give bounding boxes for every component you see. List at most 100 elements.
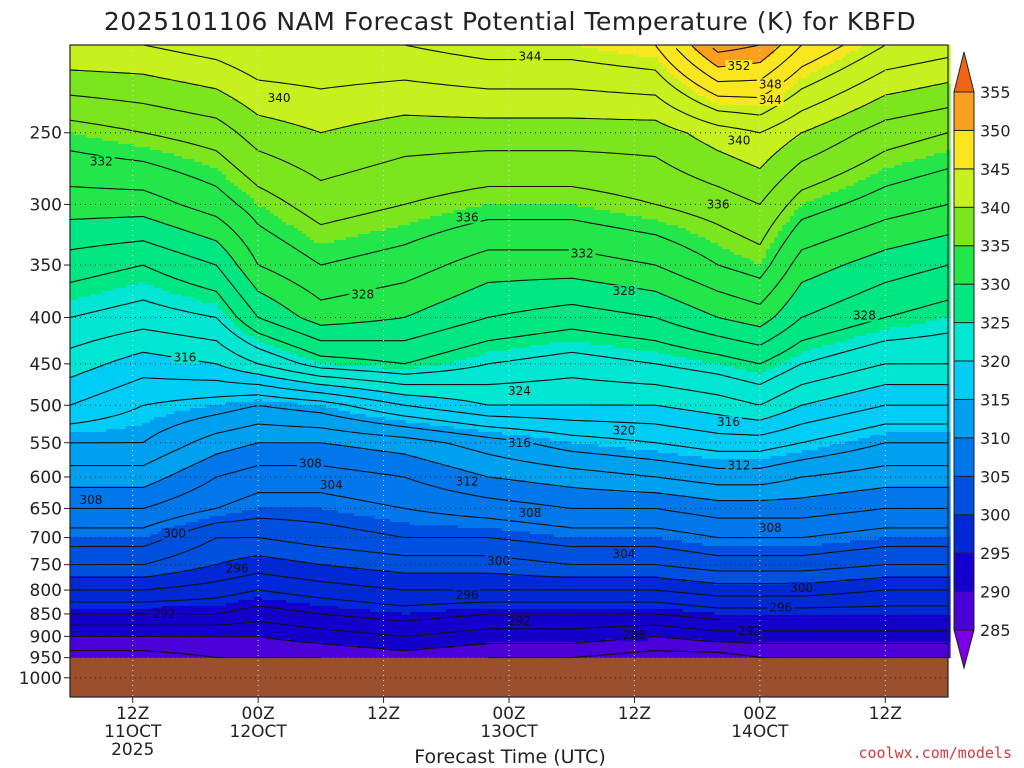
heatmap-cell [94, 81, 99, 85]
heatmap-cell [102, 465, 107, 469]
heatmap-cell [82, 66, 87, 70]
heatmap-cell [90, 447, 95, 451]
heatmap-cell [86, 261, 91, 265]
heatmap-cell [78, 381, 83, 385]
heatmap-cell [94, 360, 99, 364]
heatmap-cell [70, 381, 75, 385]
heatmap-cell [90, 387, 95, 391]
heatmap-cell [70, 468, 75, 472]
heatmap-cell [86, 84, 91, 88]
heatmap-cell [90, 561, 95, 565]
heatmap-cell [82, 438, 87, 442]
heatmap-cell [106, 357, 111, 361]
heatmap-cell [90, 222, 95, 226]
heatmap-cell [102, 60, 107, 64]
heatmap-cell [74, 621, 79, 625]
heatmap-cell [86, 306, 91, 310]
heatmap-cell [102, 543, 107, 547]
heatmap-cell [90, 558, 95, 562]
heatmap-cell [78, 132, 83, 136]
heatmap-cell [98, 456, 103, 460]
heatmap-cell [82, 162, 87, 166]
heatmap-cell [82, 48, 87, 52]
heatmap-cell [78, 273, 83, 277]
heatmap-cell [70, 327, 75, 331]
heatmap-cell [94, 192, 99, 196]
heatmap-cell [74, 96, 79, 100]
heatmap-cell [78, 258, 83, 262]
heatmap-cell [98, 564, 103, 568]
heatmap-cell [106, 513, 111, 517]
heatmap-cell [90, 528, 95, 532]
heatmap-cell [82, 627, 87, 631]
heatmap-cell [82, 558, 87, 562]
heatmap-cell [98, 153, 103, 157]
heatmap-cell [106, 402, 111, 406]
heatmap-cell [106, 456, 111, 460]
heatmap-cell [90, 351, 95, 355]
heatmap-cell [98, 81, 103, 85]
heatmap-cell [86, 48, 91, 52]
heatmap-cell [106, 501, 111, 505]
heatmap-cell [82, 480, 87, 484]
heatmap-cell [102, 606, 107, 610]
heatmap-cell [74, 450, 79, 454]
heatmap-cell [74, 447, 79, 451]
heatmap-cell [98, 489, 103, 493]
heatmap-cell [90, 342, 95, 346]
heatmap-cell [78, 66, 83, 70]
heatmap-cell [86, 243, 91, 247]
heatmap-cell [98, 231, 103, 235]
heatmap-cell [82, 525, 87, 529]
heatmap-cell [78, 234, 83, 238]
heatmap-cell [94, 123, 99, 127]
heatmap-cell [78, 285, 83, 289]
heatmap-cell [78, 63, 83, 67]
heatmap-cell [78, 573, 83, 577]
heatmap-cell [98, 312, 103, 316]
heatmap-cell [82, 435, 87, 439]
heatmap-cell [86, 363, 91, 367]
heatmap-cell [78, 411, 83, 415]
heatmap-cell [74, 645, 79, 649]
heatmap-cell [106, 444, 111, 448]
heatmap-cell [86, 57, 91, 61]
heatmap-cell [78, 102, 83, 106]
heatmap-cell [94, 402, 99, 406]
heatmap-cell [90, 213, 95, 217]
heatmap-cell [82, 261, 87, 265]
heatmap-cell [82, 264, 87, 268]
heatmap-cell [90, 405, 95, 409]
heatmap-cell [98, 402, 103, 406]
heatmap-cell [98, 117, 103, 121]
heatmap-cell [106, 399, 111, 403]
heatmap-cell [70, 369, 75, 373]
heatmap-cell [98, 591, 103, 595]
heatmap-cell [90, 489, 95, 493]
heatmap-cell [90, 207, 95, 211]
heatmap-cell [78, 294, 83, 298]
heatmap-cell [98, 54, 103, 58]
heatmap-cell [94, 435, 99, 439]
heatmap-cell [74, 630, 79, 634]
heatmap-cell [98, 549, 103, 553]
heatmap-cell [86, 216, 91, 220]
heatmap-cell [74, 48, 79, 52]
heatmap-cell [110, 102, 115, 106]
heatmap-cell [98, 609, 103, 613]
heatmap-cell [78, 387, 83, 391]
heatmap-cell [98, 75, 103, 79]
heatmap-cell [86, 96, 91, 100]
heatmap-cell [98, 339, 103, 343]
heatmap-cell [94, 450, 99, 454]
heatmap-cell [74, 63, 79, 67]
heatmap-cell [86, 51, 91, 55]
heatmap-cell [102, 522, 107, 526]
heatmap-cell [102, 240, 107, 244]
heatmap-cell [98, 258, 103, 262]
heatmap-cell [78, 315, 83, 319]
heatmap-cell [102, 354, 107, 358]
heatmap-cell [78, 324, 83, 328]
heatmap-cell [82, 615, 87, 619]
heatmap-cell [94, 99, 99, 103]
